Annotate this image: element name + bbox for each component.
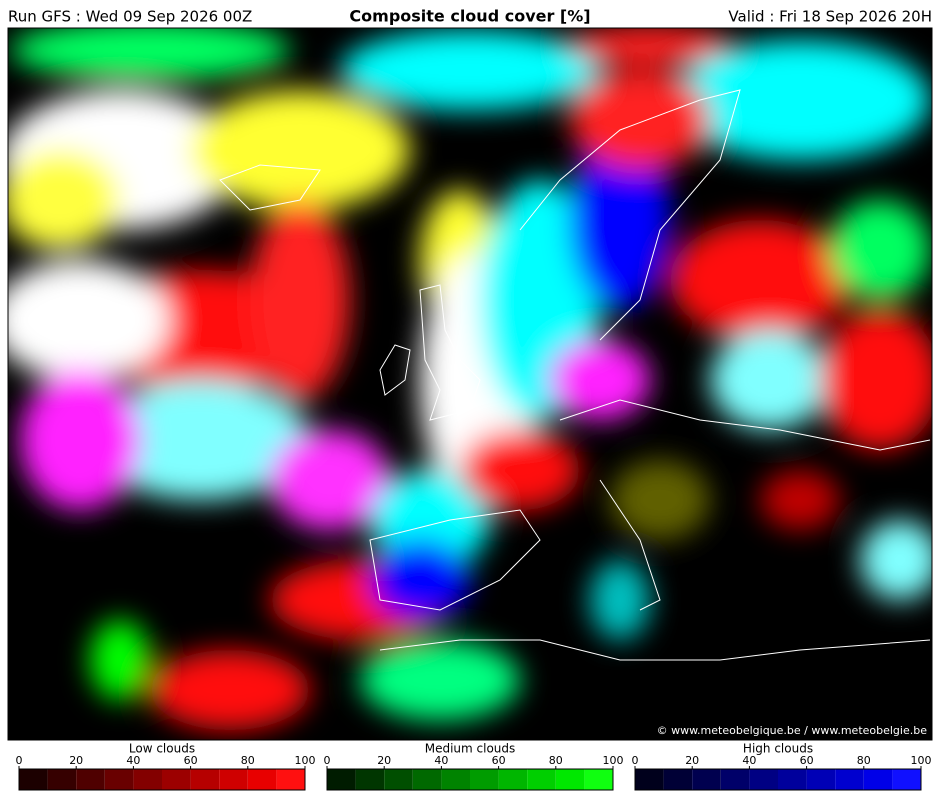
colorbar-frame — [326, 768, 614, 791]
colorbar-title: High clouds — [743, 742, 813, 756]
colorbar-tick-label: 100 — [603, 754, 624, 767]
copyright: © www.meteobelgique.be / www.meteobelgie… — [657, 724, 928, 737]
colorbar-tick-label: 40 — [434, 754, 448, 767]
colorbar-tick-label: 80 — [241, 754, 255, 767]
colorbar-tick-label: 60 — [492, 754, 506, 767]
colorbar-segment — [47, 769, 77, 790]
colorbar-segment — [498, 769, 528, 790]
colorbar-tick-label: 80 — [857, 754, 871, 767]
colorbar-tick-label: 0 — [16, 754, 23, 767]
colorbar-segment — [355, 769, 385, 790]
colorbar-tick-label: 80 — [549, 754, 563, 767]
colorbar-segment — [276, 769, 305, 790]
run-label: Run GFS : Wed 09 Sep 2026 00Z — [8, 8, 252, 26]
colorbar-tick-label: 0 — [632, 754, 639, 767]
colorbar-segment — [806, 769, 836, 790]
colorbar-segment — [584, 769, 613, 790]
colorbar-segment — [778, 769, 807, 790]
colorbar-tick-label: 100 — [911, 754, 932, 767]
colorbar-segment — [76, 769, 105, 790]
colorbar-frame — [18, 768, 306, 791]
colorbar-segment — [863, 769, 893, 790]
colorbar-tick-label: 20 — [685, 754, 699, 767]
colorbar-segment — [635, 769, 664, 790]
colorbar-segment — [835, 769, 864, 790]
colorbar-segment — [327, 769, 356, 790]
colorbar-tick-label: 0 — [324, 754, 331, 767]
colorbar-segment — [412, 769, 442, 790]
colorbar-segment — [19, 769, 48, 790]
colorbar-tick-label: 20 — [69, 754, 83, 767]
colorbar-segment — [219, 769, 248, 790]
colorbar-segment — [190, 769, 220, 790]
colorbar-frame — [634, 768, 922, 791]
colorbar-segment — [384, 769, 413, 790]
colorbar-segment — [720, 769, 750, 790]
colorbar-segment — [470, 769, 499, 790]
colorbars: Low clouds 0 20 40 60 80 100 Medium clouds 0 20 40… — [16, 742, 932, 791]
colorbar-tick-label: 60 — [800, 754, 814, 767]
colorbar-segment — [133, 769, 162, 790]
colorbar-segment — [692, 769, 721, 790]
colorbar-tick-label: 100 — [295, 754, 316, 767]
colorbar-segment — [247, 769, 277, 790]
colorbar-tick-label: 20 — [377, 754, 391, 767]
colorbar-tick-label: 60 — [184, 754, 198, 767]
colorbar-segment — [441, 769, 470, 790]
cloud-map: © www.meteobelgique.be / www.meteobelgie… — [8, 28, 932, 740]
colorbar-segment — [104, 769, 134, 790]
colorbar-segment — [555, 769, 585, 790]
map-frame — [7, 27, 933, 741]
colorbar-segment — [527, 769, 556, 790]
colorbar-segment — [162, 769, 191, 790]
colorbar-segment — [663, 769, 693, 790]
valid-label: Valid : Fri 18 Sep 2026 20H — [728, 8, 932, 26]
colorbar-tick-label: 40 — [742, 754, 756, 767]
colorbar-tick-label: 40 — [126, 754, 140, 767]
map-title: Composite cloud cover [%] — [349, 7, 590, 26]
colorbar-segment — [892, 769, 921, 790]
colorbar-segment — [749, 769, 778, 790]
colorbar-title: Low clouds — [129, 742, 195, 756]
colorbar-title: Medium clouds — [425, 742, 516, 756]
